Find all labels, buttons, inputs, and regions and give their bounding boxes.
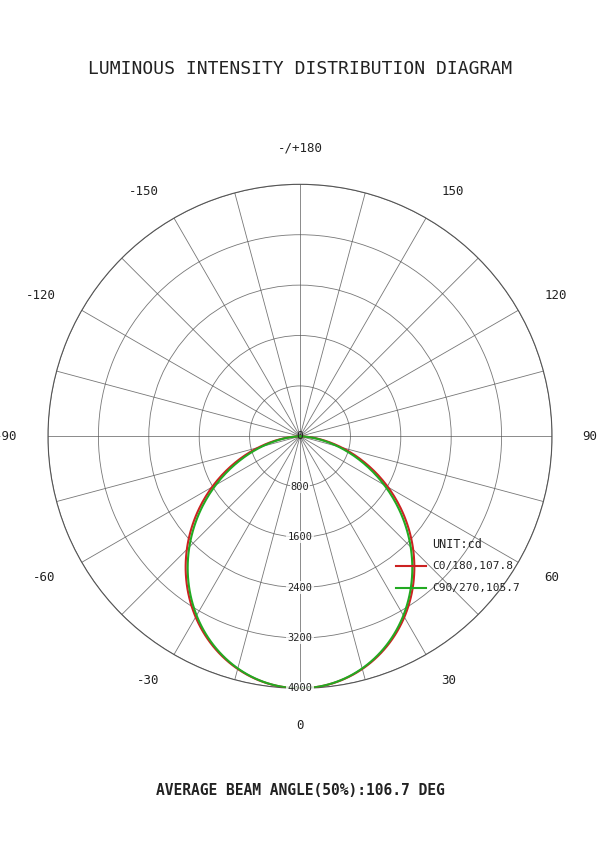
Text: 2400: 2400 bbox=[287, 582, 313, 593]
Text: C90/270,105.7: C90/270,105.7 bbox=[432, 582, 520, 593]
Text: LUMINOUS INTENSITY DISTRIBUTION DIAGRAM: LUMINOUS INTENSITY DISTRIBUTION DIAGRAM bbox=[88, 60, 512, 79]
Text: -90: -90 bbox=[0, 429, 18, 443]
Text: -60: -60 bbox=[33, 571, 56, 584]
Text: C0/180,107.8: C0/180,107.8 bbox=[432, 561, 513, 571]
Text: 0: 0 bbox=[296, 719, 304, 732]
Text: -120: -120 bbox=[26, 289, 56, 302]
Text: -150: -150 bbox=[129, 186, 159, 199]
Text: 90: 90 bbox=[582, 429, 597, 443]
Text: AVERAGE BEAM ANGLE(50%):106.7 DEG: AVERAGE BEAM ANGLE(50%):106.7 DEG bbox=[155, 783, 445, 798]
Text: 4000: 4000 bbox=[287, 683, 313, 693]
Text: 60: 60 bbox=[544, 571, 559, 584]
Text: 0: 0 bbox=[296, 431, 304, 442]
Text: -30: -30 bbox=[136, 674, 159, 687]
Text: -/+180: -/+180 bbox=[278, 141, 323, 154]
Text: 120: 120 bbox=[544, 289, 567, 302]
Text: 1600: 1600 bbox=[287, 532, 313, 542]
Text: 150: 150 bbox=[441, 186, 464, 199]
Text: 30: 30 bbox=[441, 674, 456, 687]
Text: 3200: 3200 bbox=[287, 633, 313, 643]
Text: UNIT:cd: UNIT:cd bbox=[432, 537, 482, 551]
Text: 800: 800 bbox=[290, 482, 310, 492]
